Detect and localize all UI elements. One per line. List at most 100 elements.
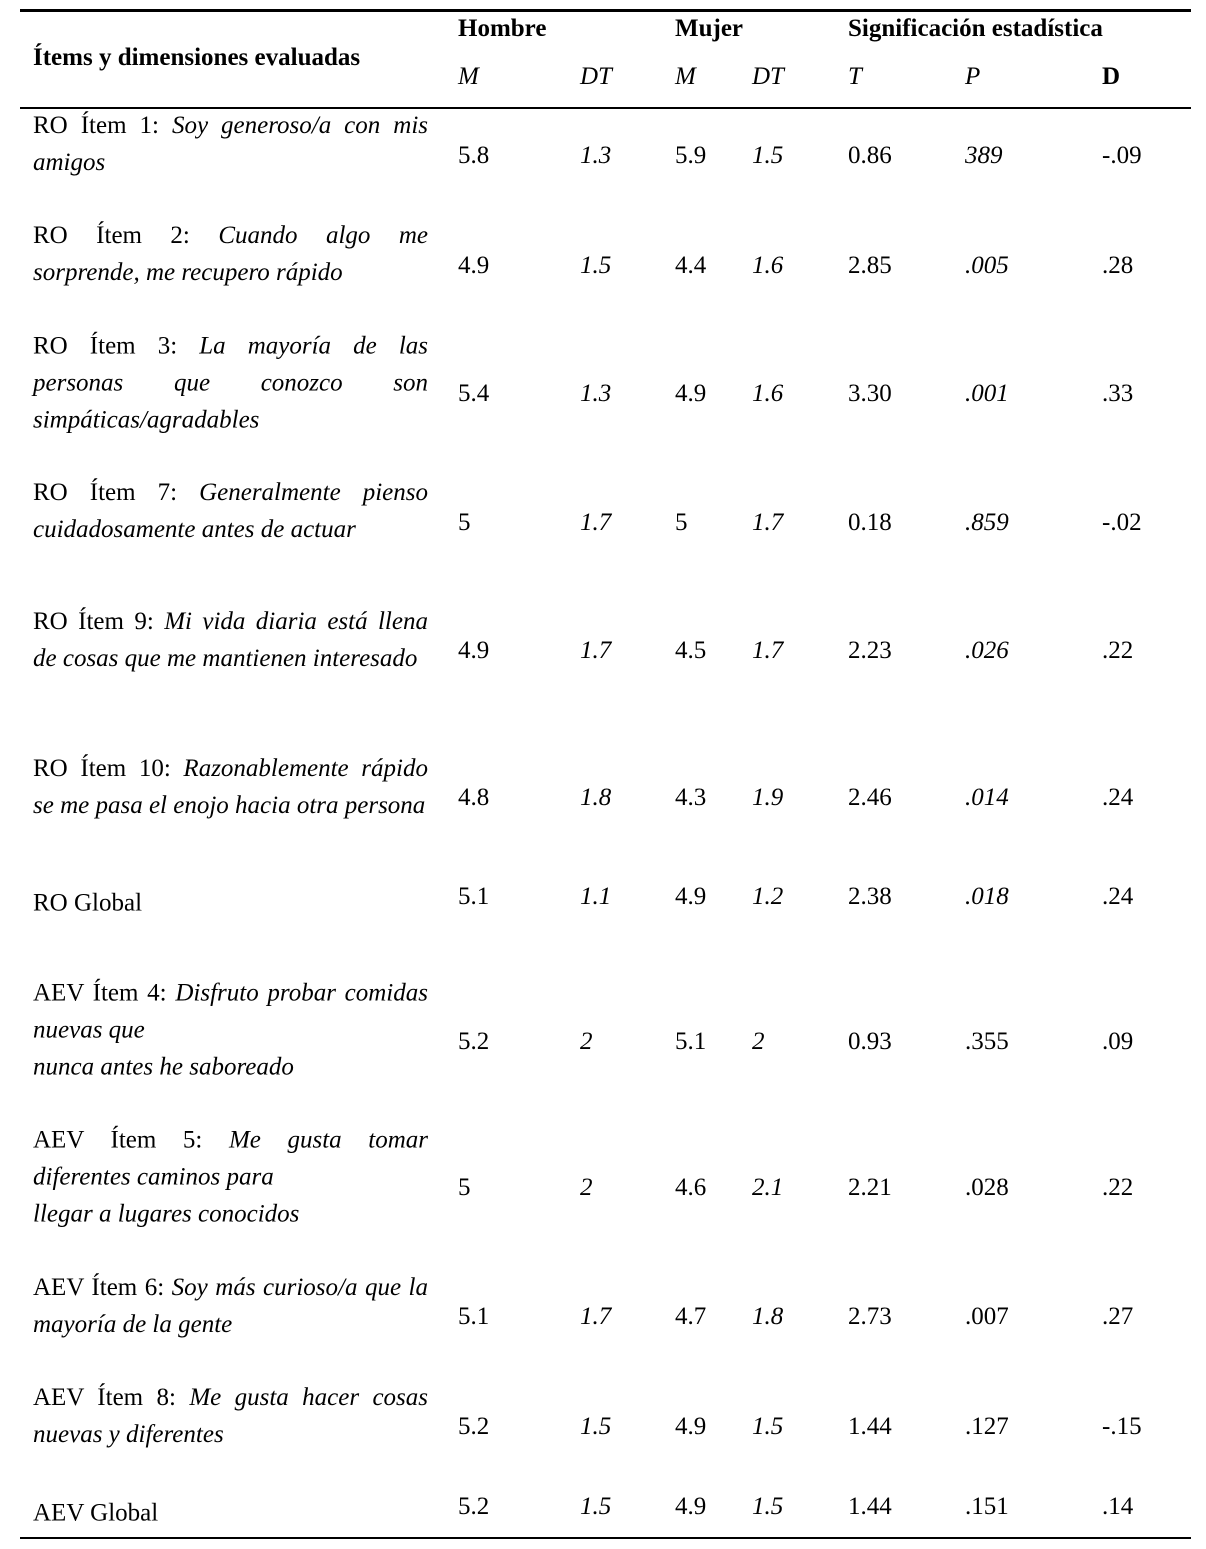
cell-t: 3.30 — [848, 380, 892, 407]
item-prefix: RO Ítem 7: — [33, 479, 200, 506]
cell-hm: 4.9 — [458, 637, 490, 664]
cell-mdt: 1.7 — [752, 637, 784, 664]
item-text: Me gusta hacer cosas nuevas y diferentes — [33, 1384, 429, 1448]
cell-p: .151 — [965, 1493, 1009, 1520]
cell-hm: 4.9 — [458, 252, 490, 279]
cell-p: .355 — [965, 1028, 1009, 1055]
cell-p: .018 — [965, 883, 1009, 910]
cell-hdt: 1.7 — [580, 637, 612, 664]
item-label: AEV Ítem 6: Soy más curioso/a que la may… — [33, 1269, 428, 1343]
cell-d: .24 — [1102, 883, 1134, 910]
item-text: Disfruto probar comidas nuevas que nunca… — [33, 979, 428, 1081]
header-dt-mujer: DT — [752, 63, 784, 90]
cell-hm: 4.8 — [458, 784, 490, 811]
cell-mdt: 1.8 — [752, 1303, 784, 1330]
header-mujer: Mujer — [675, 15, 744, 42]
cell-p: .026 — [965, 637, 1009, 664]
cell-hm: 5.8 — [458, 142, 490, 169]
header-rule — [20, 107, 1191, 109]
cell-t: 2.23 — [848, 637, 892, 664]
cell-t: 0.93 — [848, 1028, 892, 1055]
header-hombre: Hombre — [458, 15, 547, 42]
item-text: La mayoría de las personas que conozco s… — [33, 332, 429, 434]
cell-d: .33 — [1102, 380, 1134, 407]
cell-p: .014 — [965, 784, 1009, 811]
cell-mm: 4.3 — [675, 784, 707, 811]
cell-hm: 5.2 — [458, 1493, 490, 1520]
cell-mm: 4.4 — [675, 252, 707, 279]
cell-t: 2.85 — [848, 252, 892, 279]
cell-mm: 4.5 — [675, 637, 707, 664]
item-label: AEV Global — [33, 1495, 428, 1532]
cell-hdt: 1.7 — [580, 509, 612, 536]
item-text: Razonablemente rápido se me pasa el enoj… — [33, 755, 428, 819]
cell-hm: 5.4 — [458, 380, 490, 407]
header-p: P — [965, 63, 981, 90]
cell-d: .22 — [1102, 1174, 1134, 1201]
cell-p: .859 — [965, 509, 1009, 536]
header-items: Ítems y dimensiones evaluadas — [33, 44, 361, 71]
top-rule — [20, 9, 1191, 12]
item-label: AEV Ítem 8: Me gusta hacer cosas nuevas … — [33, 1379, 428, 1453]
item-prefix: AEV Ítem 6: — [33, 1274, 172, 1301]
cell-p: 389 — [965, 142, 1003, 169]
cell-hdt: 2 — [580, 1174, 593, 1201]
cell-d: -.02 — [1102, 509, 1142, 536]
cell-mm: 4.6 — [675, 1174, 707, 1201]
item-prefix: AEV Ítem 5: — [33, 1126, 229, 1154]
header-m-hombre: M — [458, 63, 479, 90]
cell-hm: 5.2 — [458, 1413, 490, 1440]
cell-p: .007 — [965, 1303, 1009, 1330]
cell-t: 2.21 — [848, 1174, 892, 1201]
cell-hm: 5.1 — [458, 883, 490, 910]
item-prefix: AEV Ítem 4: — [33, 979, 176, 1007]
item-prefix: AEV Ítem 8: — [33, 1384, 190, 1411]
cell-hdt: 1.1 — [580, 883, 612, 910]
item-prefix: RO Ítem 9: — [33, 608, 165, 635]
item-text: Mi vida diaria está llena de cosas que m… — [33, 608, 428, 672]
item-label: RO Ítem 1: Soy generoso/a con mis amigos — [33, 107, 428, 181]
item-prefix: RO Ítem 10: — [33, 755, 184, 782]
cell-hm: 5 — [458, 509, 471, 536]
cell-mdt: 1.5 — [752, 1413, 784, 1440]
cell-mdt: 1.6 — [752, 252, 784, 279]
item-label: RO Ítem 3: La mayoría de las personas qu… — [33, 328, 428, 439]
cell-mdt: 1.7 — [752, 509, 784, 536]
item-label: RO Ítem 2: Cuando algo me sorprende, me … — [33, 217, 428, 291]
item-text: Soy más curioso/a que la mayoría de la g… — [33, 1274, 429, 1338]
cell-p: .005 — [965, 252, 1009, 279]
cell-mm: 4.9 — [675, 1493, 707, 1520]
cell-hdt: 1.8 — [580, 784, 612, 811]
header-t: T — [848, 63, 862, 90]
item-text: Me gusta tomar diferentes caminos para l… — [33, 1126, 429, 1228]
cell-t: 2.73 — [848, 1303, 892, 1330]
cell-mdt: 1.2 — [752, 883, 784, 910]
header-m-mujer: M — [675, 63, 696, 90]
item-prefix: RO Global — [33, 889, 143, 917]
item-label: AEV Ítem 5: Me gusta tomar diferentes ca… — [33, 1122, 428, 1233]
item-prefix: AEV Global — [33, 1499, 159, 1527]
cell-d: .24 — [1102, 784, 1134, 811]
header-d: D — [1102, 63, 1121, 90]
cell-d: .27 — [1102, 1303, 1134, 1330]
cell-hm: 5.2 — [458, 1028, 490, 1055]
cell-p: .127 — [965, 1413, 1009, 1440]
cell-p: .001 — [965, 380, 1009, 407]
cell-mdt: 1.5 — [752, 1493, 784, 1520]
item-label: RO Ítem 10: Razonablemente rápido se me … — [33, 750, 428, 824]
item-prefix: RO Ítem 1: — [33, 112, 172, 139]
cell-d: .09 — [1102, 1028, 1134, 1055]
header-dt-hombre: DT — [580, 63, 612, 90]
item-text: Soy generoso/a con mis amigos — [33, 112, 428, 176]
cell-mm: 4.9 — [675, 883, 707, 910]
cell-mdt: 1.6 — [752, 380, 784, 407]
cell-d: -.15 — [1102, 1413, 1142, 1440]
item-label: RO Ítem 7: Generalmente pienso cuidadosa… — [33, 474, 428, 548]
item-prefix: RO Ítem 3: — [33, 332, 200, 360]
cell-d: -.09 — [1102, 142, 1142, 169]
cell-mm: 4.9 — [675, 380, 707, 407]
cell-d: .14 — [1102, 1493, 1134, 1520]
cell-t: 1.44 — [848, 1493, 892, 1520]
item-label: AEV Ítem 4: Disfruto probar comidas nuev… — [33, 975, 428, 1086]
cell-t: 1.44 — [848, 1413, 892, 1440]
